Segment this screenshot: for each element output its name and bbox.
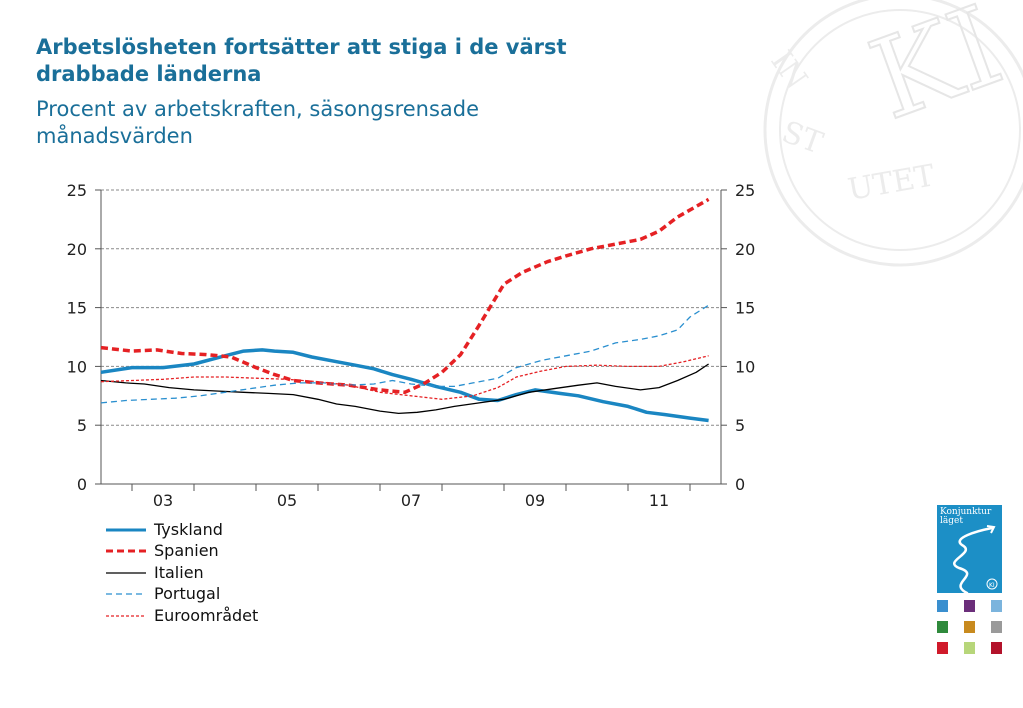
report-thumbnail[interactable] [937,621,948,633]
institute-watermark-logo: KI IN ST UTET [763,0,1023,267]
report-thumbnail[interactable] [937,642,948,654]
cover-title: Konjunktur läget [940,507,992,526]
legend-label: Tyskland [154,519,223,539]
x-tick-label: 09 [525,491,545,510]
gridlines [101,189,721,426]
legend-swatch [106,572,146,574]
series-line-euroområdet [100,355,709,400]
x-tick-label: 07 [401,491,421,510]
y-tick-label-left: 25 [67,181,87,200]
y-tick-label-left: 0 [77,475,87,494]
data-series [100,197,710,423]
chart-title: Arbetslösheten fortsätter att stiga i de… [36,35,567,86]
legend-item: Italien [106,562,258,584]
report-thumbnail[interactable] [964,642,975,654]
legend: Tyskland Spanien Italien Portugal Euroområde… [106,519,258,627]
legend-item: Tyskland [106,519,258,541]
legend-item: Euroområdet [106,605,258,627]
series-line-italien [100,363,709,415]
konjunkturlaget-cover-thumbnail[interactable]: Konjunktur läget KI [937,505,1002,593]
x-tick-label: 03 [153,491,173,510]
report-thumbnail[interactable] [991,621,1002,633]
legend-swatch [106,549,146,553]
report-thumbnail[interactable] [964,600,975,612]
report-thumbnail[interactable] [991,600,1002,612]
legend-label: Spanien [154,541,219,561]
series-line-tyskland [100,348,709,423]
legend-label: Euroområdet [154,605,259,625]
series-line-portugal [100,304,709,404]
x-tick-label: 11 [649,491,669,510]
legend-swatch [106,528,146,532]
report-thumbnail[interactable] [991,642,1002,654]
legend-swatch [106,593,146,595]
cover-graphic: KI [953,525,998,593]
chart-subtitle: Procent av arbetskraften, säsongsrensade… [36,97,480,148]
report-thumbnail[interactable] [964,621,975,633]
report-thumbnail[interactable] [937,600,948,612]
legend-swatch [106,615,146,617]
y-tick-label-left: 5 [77,416,87,435]
y-tick-label-right: 0 [735,475,745,494]
cover-badge: KI [989,582,995,589]
legend-label: Portugal [154,584,221,604]
y-tick-label-right: 25 [735,181,755,200]
report-thumbnails [936,600,1006,660]
legend-item: Spanien [106,541,258,563]
legend-item: Portugal [106,584,258,606]
y-tick-label-left: 10 [67,357,87,376]
x-tick-label: 05 [277,491,297,510]
y-tick-label-right: 10 [735,357,755,376]
y-tick-label-left: 15 [67,299,87,318]
y-tick-label-right: 20 [735,240,755,259]
y-tick-label-right: 5 [735,416,745,435]
axes [95,189,727,491]
legend-label: Italien [154,562,204,582]
series-line-spanien [100,197,710,395]
y-tick-label-right: 15 [735,299,755,318]
y-tick-label-left: 20 [67,240,87,259]
